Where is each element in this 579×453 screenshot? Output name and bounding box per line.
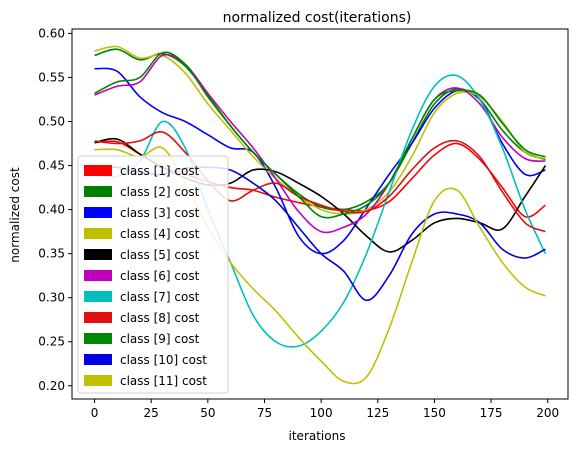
x-tick-label: 100 (310, 406, 333, 420)
y-axis-title: normalized cost (8, 167, 22, 263)
y-tick-label: 0.25 (38, 335, 65, 349)
legend-swatch (84, 270, 112, 281)
legend-label: class [3] cost (120, 206, 200, 220)
legend-label: class [10] cost (120, 353, 207, 367)
legend-swatch (84, 291, 112, 302)
x-tick-label: 50 (200, 406, 215, 420)
legend-label: class [2] cost (120, 185, 200, 199)
legend-swatch (84, 333, 112, 344)
legend-swatch (84, 186, 112, 197)
series-line-4 (94, 45, 546, 215)
y-tick-label: 0.55 (38, 70, 65, 84)
x-tick-label: 125 (366, 406, 389, 420)
y-tick-label: 0.50 (38, 115, 65, 129)
legend-box (77, 155, 229, 394)
legend-label: class [1] cost (120, 164, 200, 178)
legend-label: class [9] cost (120, 332, 200, 346)
x-tick-label: 200 (536, 406, 559, 420)
legend: class [1] cost class [2] cost class [3] co… (77, 155, 229, 394)
legend-label: class [5] cost (120, 248, 200, 262)
legend-label: class [11] cost (120, 374, 207, 388)
legend-swatch (84, 354, 112, 365)
legend-swatch (84, 165, 112, 176)
x-axis: 0 25 50 75 100 125 150 175 200 (91, 399, 559, 420)
legend-swatch (84, 249, 112, 260)
y-axis: 0.20 0.25 0.30 0.35 0.40 0.45 0.50 0.55 0.60 (38, 26, 72, 393)
legend-label: class [6] cost (120, 269, 200, 283)
y-tick-label: 0.60 (38, 26, 65, 40)
series-line-6 (94, 53, 546, 234)
series-line-7 (94, 74, 547, 348)
chart-title: normalized cost(iterations) (223, 10, 412, 26)
legend-swatch (84, 228, 112, 239)
x-tick-label: 25 (144, 406, 159, 420)
x-tick-label: 150 (423, 406, 446, 420)
legend-label: class [8] cost (120, 311, 200, 325)
y-tick-label: 0.40 (38, 203, 65, 217)
legend-swatch (84, 312, 112, 323)
axes-frame (71, 28, 569, 400)
y-tick-label: 0.30 (38, 291, 65, 305)
y-tick-label: 0.20 (38, 379, 65, 393)
x-axis-title: iterations (289, 429, 346, 443)
legend-label: class [4] cost (120, 227, 200, 241)
x-tick-label: 175 (480, 406, 503, 420)
series-line-9 (94, 51, 546, 219)
series-line-8 (94, 131, 546, 233)
legend-swatch (84, 375, 112, 386)
y-tick-label: 0.35 (38, 247, 65, 261)
legend-swatch (84, 207, 112, 218)
legend-label: class [7] cost (120, 290, 200, 304)
x-tick-label: 75 (257, 406, 272, 420)
y-tick-label: 0.45 (38, 159, 65, 173)
x-tick-label: 0 (91, 406, 99, 420)
